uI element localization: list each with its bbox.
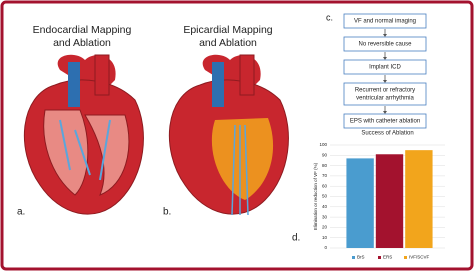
legend-swatch — [378, 256, 381, 259]
bar — [346, 158, 374, 248]
y-tick-label: 80 — [322, 163, 328, 168]
panel-label: b. — [163, 207, 171, 218]
y-tick-label: 90 — [322, 152, 328, 157]
y-tick-label: 60 — [322, 183, 328, 188]
panel-label: a. — [17, 207, 25, 218]
panel-title: and Ablation — [53, 37, 111, 49]
flow-text: EPS with catheter ablation — [350, 119, 420, 125]
y-tick-label: 70 — [322, 173, 328, 178]
panel-title: Endocardial Mapping — [33, 24, 132, 36]
y-tick-label: 0 — [324, 245, 327, 250]
legend-swatch — [352, 256, 355, 259]
arrow-head — [383, 80, 387, 83]
arrow-head — [383, 57, 387, 60]
legend-label: BrS — [357, 255, 365, 260]
y-tick-label: 40 — [322, 204, 328, 209]
panel-title: Epicardial Mapping — [183, 24, 272, 36]
flow-box — [343, 82, 427, 106]
y-axis-label: Elimination or reduction of VF (%) — [313, 162, 318, 230]
chart-title: Success of Ablation — [361, 131, 413, 137]
flow-text: Implant ICD — [369, 65, 401, 71]
arrow-head — [383, 111, 387, 114]
legend-swatch — [404, 256, 407, 259]
legend-label: ERS — [383, 255, 392, 260]
legend-label: IVF/SCVF — [409, 255, 430, 260]
flow-box — [343, 13, 427, 29]
bar — [375, 154, 404, 248]
panel-label: d. — [292, 233, 300, 244]
y-tick-label: 20 — [322, 225, 328, 230]
y-tick-label: 10 — [322, 235, 328, 240]
heart-illustration-b — [168, 54, 289, 216]
flow-box — [343, 113, 427, 129]
bar — [405, 150, 433, 248]
flow-text: VF and normal imaging — [354, 19, 416, 25]
y-tick-label: 100 — [319, 142, 327, 147]
panel-title: and Ablation — [199, 37, 257, 49]
panel-label: c. — [326, 12, 333, 22]
flow-text: Recurrent or refractory — [355, 88, 415, 94]
heart-illustration-a — [23, 54, 144, 215]
y-tick-label: 30 — [322, 214, 328, 219]
flow-box — [343, 36, 427, 52]
flow-box — [343, 59, 427, 75]
flow-text: ventricular arrhythmia — [356, 96, 414, 102]
y-tick-label: 50 — [322, 194, 328, 199]
arrow-head — [383, 34, 387, 37]
flow-text: No reversible cause — [358, 42, 412, 48]
